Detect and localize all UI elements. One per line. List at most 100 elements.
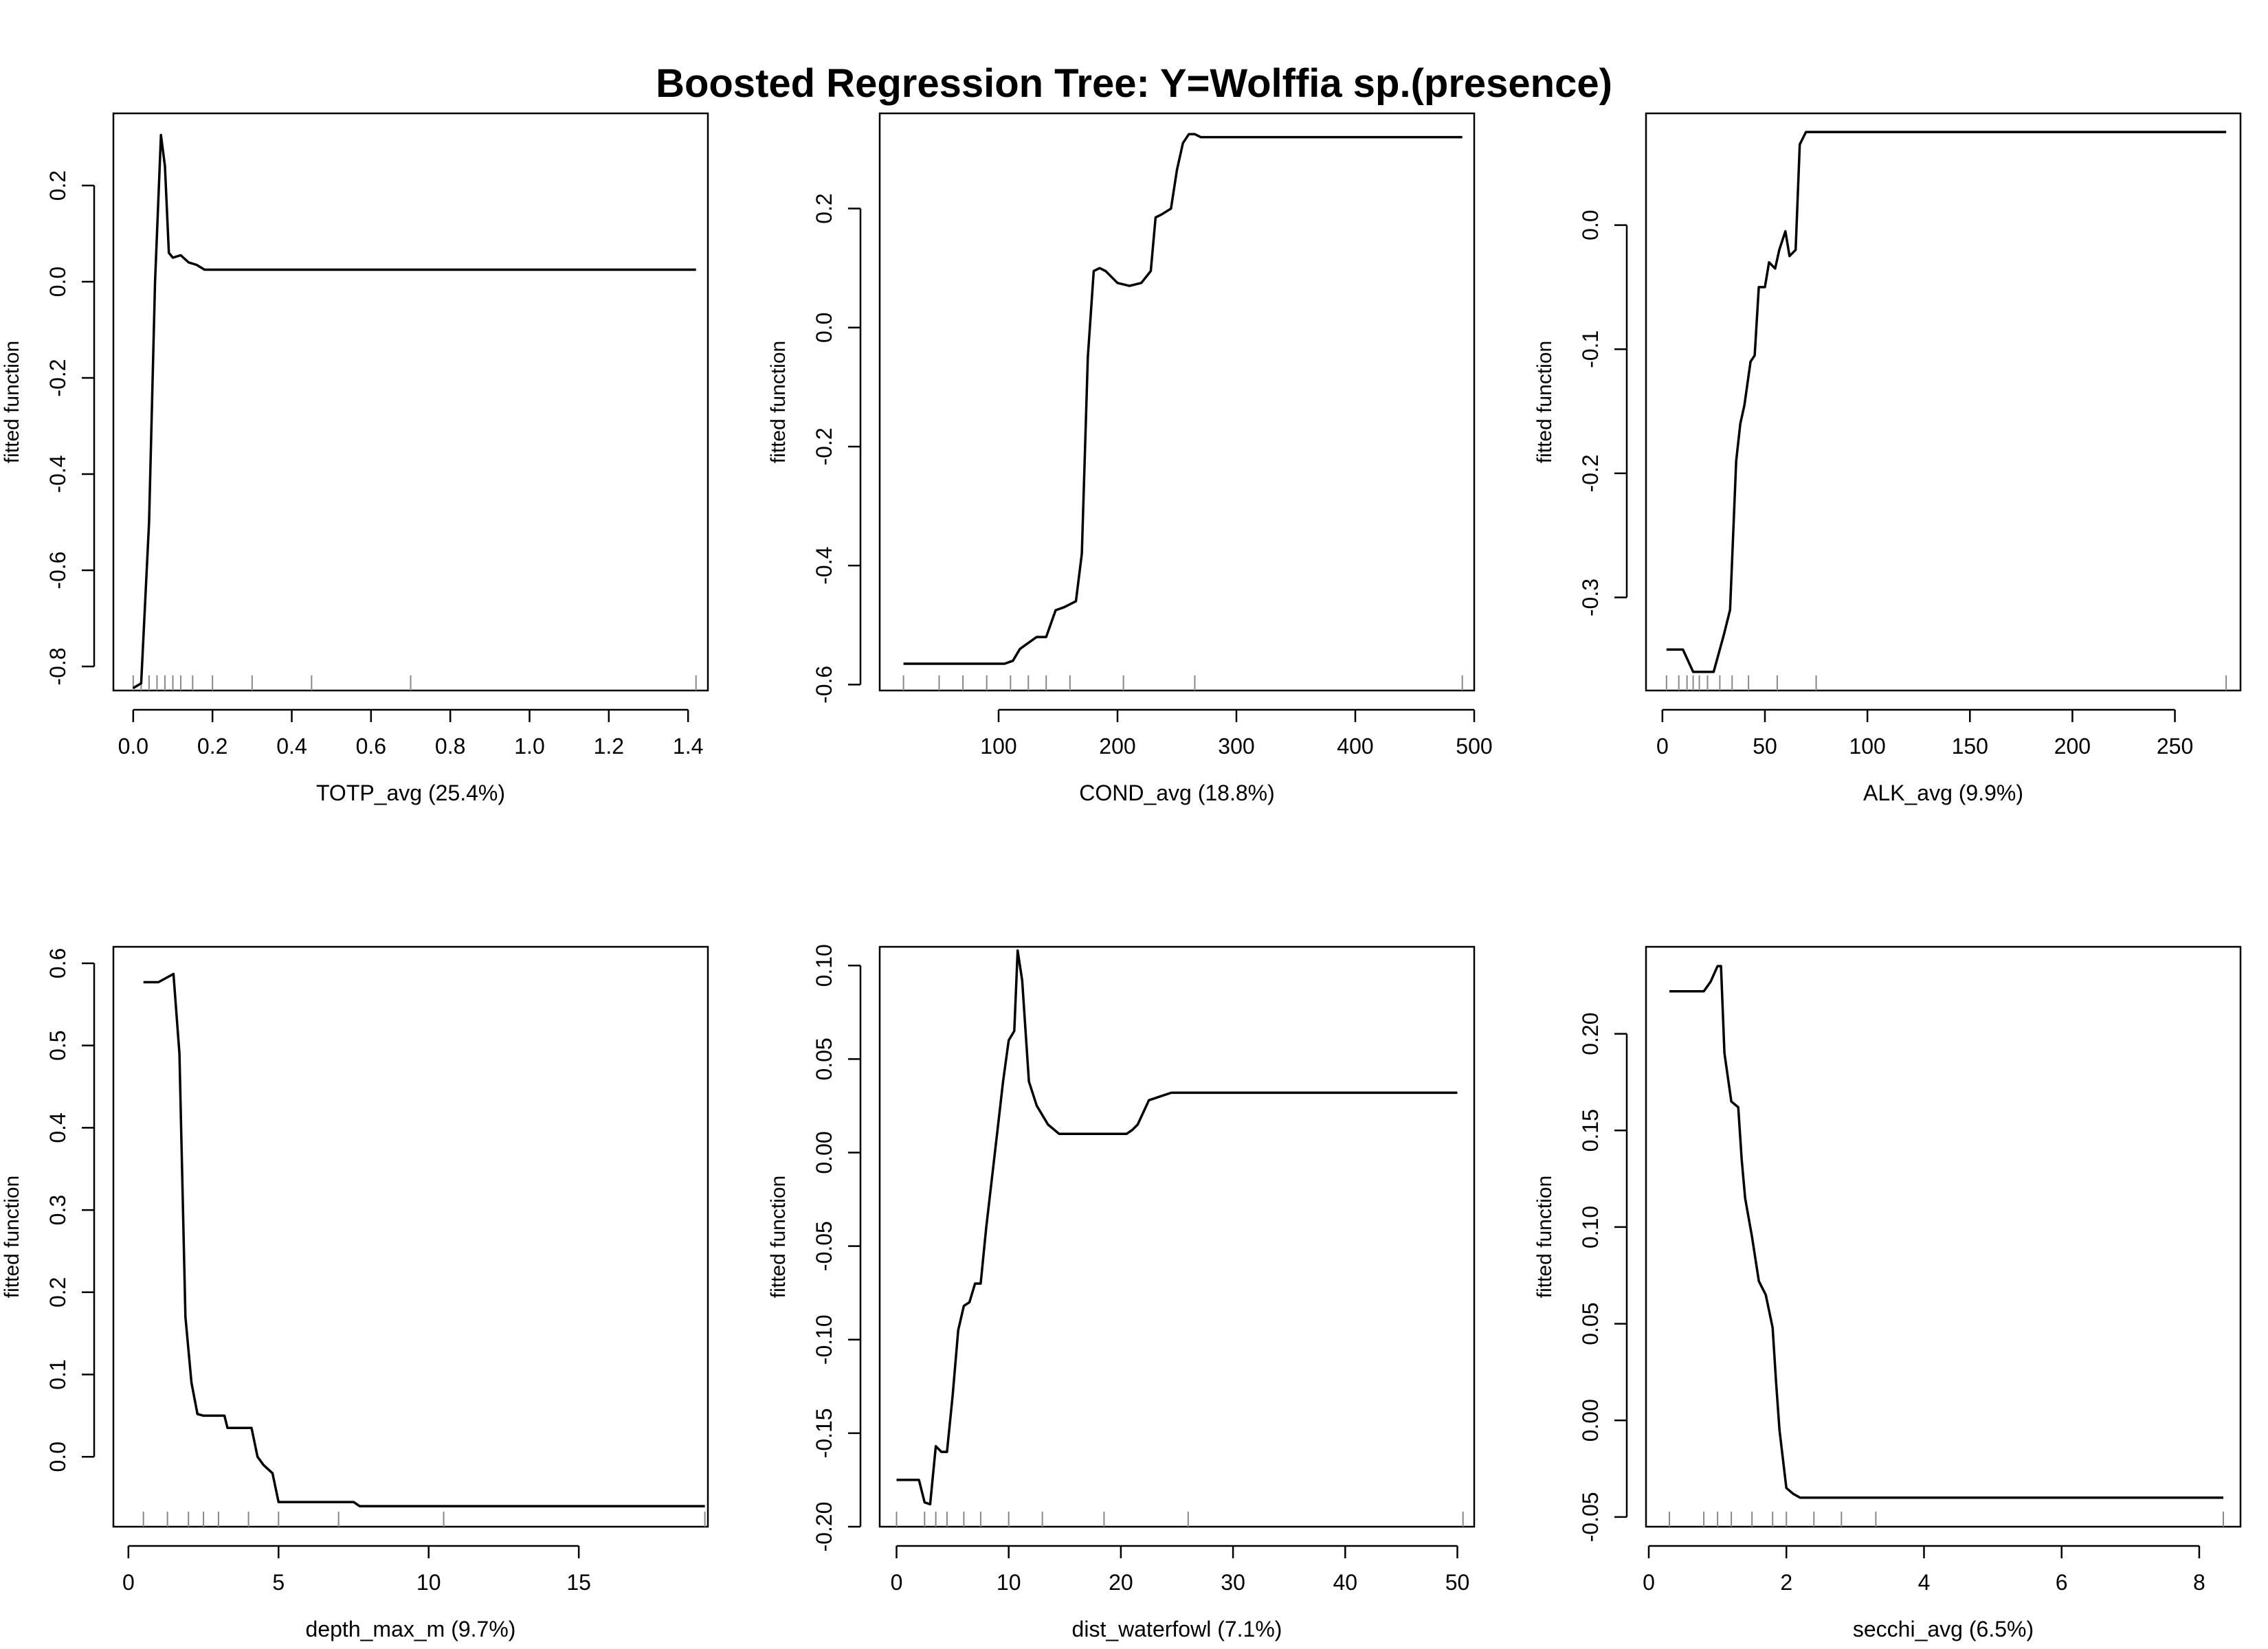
- x-tick-label: 4: [1918, 1570, 1931, 1595]
- y-tick-label: 0.10: [812, 944, 836, 987]
- series-line: [1669, 965, 2223, 1499]
- page-title: Boosted Regression Tree: Y=Wolffia sp.(p…: [656, 61, 1612, 106]
- plot-frame: [878, 945, 1476, 1528]
- x-tick-label: 20: [1109, 1570, 1133, 1595]
- x-tick-label: 0.8: [435, 734, 465, 759]
- x-tick-label: 0.6: [356, 734, 386, 759]
- x-tick-label: 200: [1099, 734, 1135, 759]
- x-tick-label: 200: [2054, 734, 2091, 759]
- y-tick-label: -0.4: [812, 547, 836, 585]
- x-tick-label: 10: [416, 1570, 441, 1595]
- plot-frame: [1645, 945, 2242, 1528]
- y-tick-label: 0.5: [45, 1030, 70, 1060]
- x-tick-label: 150: [1952, 734, 1988, 759]
- x-tick-label: 500: [1456, 734, 1492, 759]
- x-tick-label: 100: [1849, 734, 1885, 759]
- x-tick-label: 0.2: [197, 734, 227, 759]
- y-tick-label: 0.0: [45, 1442, 70, 1472]
- y-axis-label: fitted function: [767, 1176, 790, 1298]
- series-line: [143, 972, 705, 1507]
- y-tick-label: 0.05: [812, 1037, 836, 1080]
- chart-panel: 0.0 0.2 0.4 0.6 0.8 1.0 1.2 1.4 -0.8 -0.6 -0.4 -0.2…: [1, 112, 709, 805]
- x-axis-label: depth_max_m (9.7%): [306, 1617, 516, 1641]
- y-tick-label: 0.0: [45, 267, 70, 297]
- y-tick-label: 0.2: [812, 193, 836, 223]
- chart-panel: 100 200 300 400 500 -0.6 -0.4 -0.2 0.0 0.2 COND_av…: [767, 112, 1493, 805]
- x-tick-label: 8: [2193, 1570, 2205, 1595]
- x-axis-label: ALK_avg (9.9%): [1863, 781, 2023, 805]
- y-tick-label: -0.15: [812, 1408, 836, 1458]
- x-tick-label: 300: [1218, 734, 1254, 759]
- x-tick-label: 50: [1445, 1570, 1470, 1595]
- y-tick-label: -0.05: [1578, 1492, 1603, 1542]
- y-tick-label: 0.10: [1578, 1206, 1603, 1248]
- x-tick-label: 10: [997, 1570, 1021, 1595]
- y-tick-label: 0.20: [1578, 1012, 1603, 1055]
- x-tick-label: 15: [566, 1570, 591, 1595]
- plot-frame: [112, 112, 709, 692]
- y-tick-label: -0.6: [45, 551, 70, 589]
- y-tick-label: 0.4: [45, 1112, 70, 1143]
- y-axis-label: fitted function: [1533, 1176, 1556, 1298]
- plot-frame: [1645, 112, 2242, 692]
- x-axis-label: TOTP_avg (25.4%): [316, 781, 505, 805]
- plot-frame: [112, 945, 709, 1528]
- x-tick-label: 0: [1656, 734, 1669, 759]
- y-tick-label: -0.10: [812, 1314, 836, 1365]
- series-line: [896, 949, 1458, 1506]
- x-tick-label: 250: [2157, 734, 2193, 759]
- y-tick-label: -0.2: [812, 427, 836, 465]
- chart-panel: 0 10 20 30 40 50 -0.20 -0.15 -0.10 -0.05 0.00 0.05 0…: [767, 944, 1476, 1641]
- y-tick-label: 0.00: [1578, 1399, 1603, 1442]
- y-tick-label: -0.2: [1578, 454, 1603, 492]
- x-tick-label: 6: [2056, 1570, 2068, 1595]
- x-tick-label: 0: [122, 1570, 135, 1595]
- y-tick-label: 0.3: [45, 1195, 70, 1225]
- series-line: [132, 133, 696, 689]
- x-tick-label: 1.4: [673, 734, 703, 759]
- y-tick-label: 0.2: [45, 170, 70, 201]
- y-tick-label: -0.20: [812, 1502, 836, 1552]
- y-axis-label: fitted function: [1533, 341, 1556, 463]
- y-axis-label: fitted function: [1, 1176, 23, 1298]
- y-tick-label: 0.0: [1578, 210, 1603, 240]
- y-tick-label: 0.15: [1578, 1109, 1603, 1152]
- y-axis-label: fitted function: [1, 341, 23, 463]
- x-axis-label: dist_waterfowl (7.1%): [1072, 1617, 1282, 1641]
- y-tick-label: -0.1: [1578, 330, 1603, 368]
- series-line: [1666, 131, 2227, 673]
- x-axis-label: secchi_avg (6.5%): [1853, 1617, 2034, 1641]
- y-tick-label: -0.05: [812, 1221, 836, 1271]
- y-tick-label: 0.2: [45, 1277, 70, 1308]
- x-tick-label: 0: [891, 1570, 903, 1595]
- x-tick-label: 2: [1780, 1570, 1792, 1595]
- y-tick-label: -0.6: [812, 666, 836, 704]
- x-tick-label: 0.4: [276, 734, 307, 759]
- chart-panel: 0 50 100 150 200 250 -0.3 -0.2 -0.1 0.0 ALK_avg (9…: [1533, 112, 2242, 805]
- x-tick-label: 100: [980, 734, 1016, 759]
- x-tick-label: 1.2: [594, 734, 624, 759]
- x-tick-label: 0.0: [118, 734, 148, 759]
- chart-panel: 0 2 4 6 8 -0.05 0.00 0.05 0.10 0.15 0.20 secchi_avg…: [1533, 945, 2242, 1641]
- y-tick-label: 0.1: [45, 1359, 70, 1389]
- x-tick-label: 1.0: [514, 734, 544, 759]
- y-tick-label: -0.2: [45, 359, 70, 396]
- y-axis-label: fitted function: [767, 341, 790, 463]
- y-tick-label: -0.3: [1578, 579, 1603, 616]
- x-tick-label: 0: [1643, 1570, 1655, 1595]
- x-tick-label: 5: [272, 1570, 285, 1595]
- y-tick-label: -0.4: [45, 455, 70, 493]
- y-tick-label: 0.0: [812, 313, 836, 343]
- y-tick-label: 0.05: [1578, 1302, 1603, 1345]
- x-axis-label: COND_avg (18.8%): [1079, 781, 1275, 805]
- x-tick-label: 30: [1221, 1570, 1245, 1595]
- x-tick-label: 40: [1333, 1570, 1358, 1595]
- plot-frame: [878, 112, 1476, 692]
- chart-panel: 0 5 10 15 0.0 0.1 0.2 0.3 0.4 0.5 0.6 depth_max_m (…: [1, 945, 709, 1641]
- y-tick-label: -0.8: [45, 647, 70, 685]
- y-tick-label: 0.6: [45, 948, 70, 978]
- x-tick-label: 50: [1753, 734, 1777, 759]
- x-tick-label: 400: [1337, 734, 1373, 759]
- series-line: [903, 133, 1463, 665]
